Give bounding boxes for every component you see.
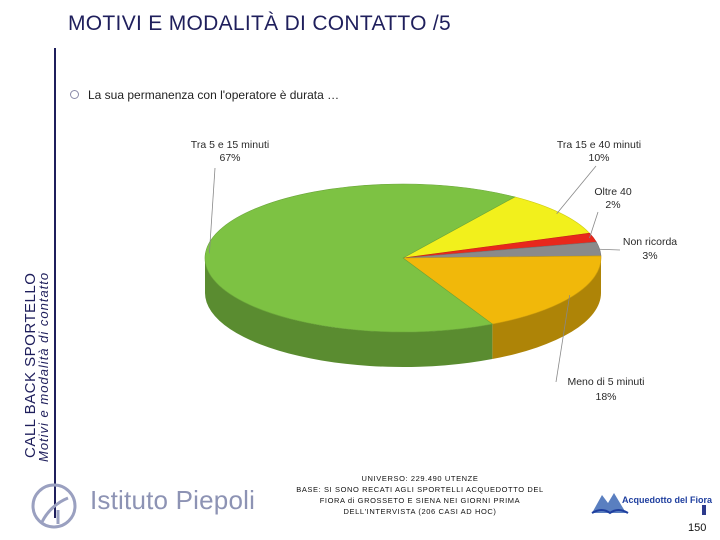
slice-label-name-2: Oltre 40 [594, 186, 632, 198]
slice-label-value-3: 3% [642, 250, 657, 262]
piepoli-logo-icon [31, 483, 77, 529]
slice-label-name-1: Tra 15 e 40 minuti [557, 139, 641, 151]
footer-line: DELL'INTERVISTA (206 CASI AD HOC) [343, 507, 497, 516]
leader-line-1 [556, 165, 597, 214]
pie-slice-0 [204, 183, 516, 333]
page-title: MOTIVI E MODALITÀ DI CONTATTO /5 [68, 12, 451, 35]
pie-side-4-0 [492, 258, 601, 360]
footer-line: FIORA di GROSSETO E SIENA NEI GIORNI PRI… [319, 496, 521, 505]
footer-note: UNIVERSO: 229.490 UTENZE BASE: SI SONO R… [270, 473, 570, 517]
page-marker [702, 505, 706, 515]
leader-line-4 [555, 295, 571, 383]
slice-label-value-0: 67% [219, 152, 240, 164]
page-number: 150 [688, 522, 707, 534]
piepoli-logo-text: Istituto Piepoli [90, 485, 256, 515]
slice-label-name-4: Meno di 5 minuti [567, 376, 644, 388]
slice-label-name-3: Non ricorda [623, 236, 677, 248]
acquedotto-logo-text: Acquedotto del Fiora [622, 495, 712, 505]
pie-side-0-0 [205, 258, 493, 367]
pie-slice-1 [402, 196, 591, 259]
footer-line: BASE: SI SONO RECATI AGLI SPORTELLI ACQU… [296, 485, 544, 494]
slice-label-value-1: 10% [588, 152, 609, 164]
footer-line: UNIVERSO: 229.490 UTENZE [361, 474, 479, 483]
pie-slice-4 [402, 255, 602, 325]
bullet-icon [70, 90, 79, 99]
pie-tops [204, 183, 602, 333]
acquedotto-logo-icon [591, 493, 629, 515]
slice-label-value-4: 18% [595, 391, 616, 403]
pie-leaders [208, 165, 621, 383]
slice-label-value-2: 2% [605, 199, 620, 211]
question-text: La sua permanenza con l'operatore è dura… [88, 88, 340, 102]
side-divider [54, 48, 56, 518]
leader-line-3 [595, 248, 621, 251]
leader-line-2 [589, 211, 599, 239]
slice-label-name-0: Tra 5 e 15 minuti [191, 139, 269, 151]
leader-line-0 [208, 167, 216, 254]
pie-sides [205, 258, 601, 367]
